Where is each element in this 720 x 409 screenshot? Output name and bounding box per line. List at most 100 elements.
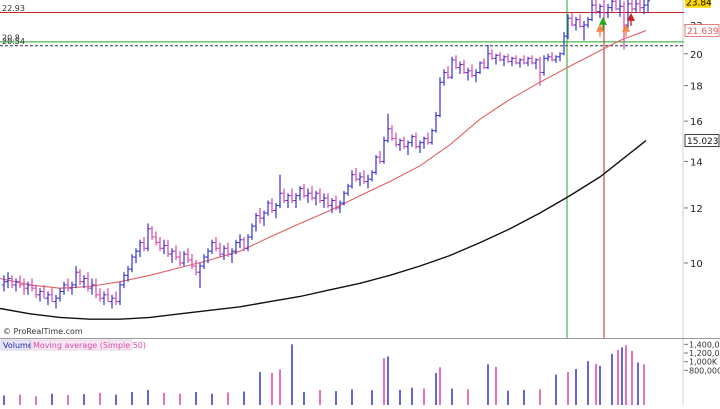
ohlc-bar [426,132,430,145]
moving-average-line [0,140,647,320]
ohlc-bar [506,53,510,63]
volume-bar [439,367,441,405]
signal-arrow-head [599,16,607,25]
ohlc-bar [114,291,118,306]
ohlc-bar [326,193,330,208]
price-panel: 1012141618202222.9320.820.5421.63915.023… [0,0,720,338]
volume-bar [423,388,425,405]
ohlc-bar [302,183,306,199]
ohlc-bar [582,20,586,41]
ohlc-bar [514,55,518,65]
volume-bar [351,389,353,405]
volume-bar [163,392,165,405]
ohlc-bar [310,186,314,201]
ohlc-bar [470,64,474,78]
ohlc-bar [450,56,454,79]
ohlc-bar [286,193,290,208]
ohlc-bar [354,167,358,182]
watermark-text: © ProRealTime.com [3,327,83,336]
volume-bar [335,391,337,405]
volume-bar [451,388,453,405]
ohlc-bar [2,275,6,292]
ohlc-bar [70,281,74,295]
volume-bar [575,369,577,405]
volume-bar [227,392,229,405]
ohlc-bar [282,188,286,203]
ohlc-bar [190,254,194,270]
ohlc-bar [602,0,606,17]
volume-bar [83,394,85,405]
ohlc-bar [634,0,638,13]
volume-bar [487,364,489,405]
signal-arrow-icon [596,23,604,37]
ohlc-bar [314,190,318,206]
ohlc-bar [618,0,622,17]
ohlc-bar [570,12,574,27]
ohlc-bar [74,266,78,289]
signal-arrow-icon [599,16,607,30]
volume-bar [291,344,293,405]
volume-bar [495,366,497,405]
signal-arrow-icon [627,12,635,26]
ohlc-bar [274,202,278,219]
ohlc-bar [438,77,442,118]
volume-bar [387,356,389,405]
ohlc-bar [342,190,346,206]
volume-bar [595,363,597,405]
volume-bar [371,390,373,405]
ohlc-bar [198,263,202,289]
price-tick-label: 18 [690,82,703,93]
ohlc-bar [14,278,18,292]
ohlc-bar [166,239,170,258]
legend-moving-average: Moving average (Simple 50) [33,341,146,350]
ohlc-bar [242,236,246,252]
legend-volume: Volume [3,341,33,350]
ohlc-bar [98,288,102,302]
volume-tick-label: 800,000 [689,366,720,375]
volume-bar [147,389,149,405]
volume-bar [211,393,213,405]
ohlc-bar [206,248,210,264]
price-tick-label: 20 [690,50,703,61]
ohlc-bar [550,52,554,62]
volume-bar [507,390,509,405]
volume-bar [435,372,437,405]
volume-bar [411,387,413,405]
ohlc-bar [278,174,282,208]
ohlc-bar [214,236,218,252]
ohlc-bar [62,281,66,295]
ohlc-bar [642,0,646,15]
ohlc-bar [6,272,10,289]
badge-value: 15.023 [687,137,719,147]
ohlc-bar [306,188,310,203]
ohlc-bar [442,69,446,86]
ohlc-bar [30,278,34,292]
volume-bar [539,389,541,405]
ohlc-bar [486,44,490,70]
ohlc-bar [38,288,42,302]
ohlc-bar [266,200,270,216]
volume-bar [617,349,619,405]
signal-arrow-icon [622,23,630,37]
volume-bar [131,392,133,405]
volume-bar [3,395,5,405]
ohlc-bar [26,281,30,295]
ohlc-bar [606,3,610,19]
ohlc-bar [118,281,122,306]
ohlc-bar [150,226,154,240]
ohlc-bar [226,242,230,258]
badge-box [684,134,720,148]
ohlc-bar [610,0,614,12]
ohlc-bar [234,239,238,255]
ohlc-bar [50,288,54,303]
ohlc-bar [638,0,642,12]
ohlc-bar [474,69,478,83]
ohlc-bar [158,236,162,252]
ohlc-bar [66,278,70,292]
volume-bar [259,372,261,405]
ohlc-bar [230,248,234,264]
volume-tick-label: 1,200,000 [689,349,720,358]
ohlc-bar [182,251,186,267]
volume-bar [243,391,245,405]
reference-line-label: 20.8 [2,33,20,42]
